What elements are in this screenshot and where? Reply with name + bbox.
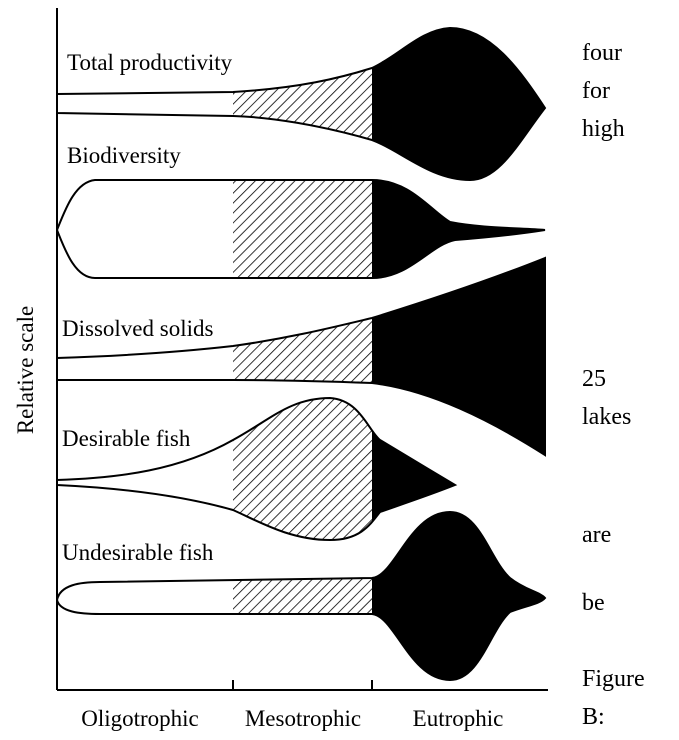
side-text: Figure bbox=[582, 666, 645, 692]
side-text: 25 bbox=[582, 366, 606, 392]
side-text: lakes bbox=[582, 404, 631, 430]
side-text: for bbox=[582, 78, 610, 104]
category-label: Oligotrophic bbox=[81, 706, 199, 731]
row-label: Undesirable fish bbox=[62, 540, 214, 565]
side-text: B: bbox=[582, 704, 605, 730]
axis-label: Relative scale bbox=[13, 306, 38, 434]
row-label: Total productivity bbox=[67, 50, 233, 75]
axes bbox=[56, 8, 548, 691]
category-label: Mesotrophic bbox=[245, 706, 361, 731]
side-text: high bbox=[582, 116, 625, 142]
side-text: be bbox=[582, 590, 605, 616]
side-text: four bbox=[582, 40, 622, 66]
side-text: are bbox=[582, 522, 611, 548]
row-label: Desirable fish bbox=[62, 426, 191, 451]
zone-fill bbox=[57, 180, 233, 278]
row-label: Biodiversity bbox=[67, 143, 181, 168]
category-label: Eutrophic bbox=[413, 706, 504, 731]
row-label: Dissolved solids bbox=[62, 316, 213, 341]
zone-fill bbox=[233, 180, 372, 278]
profile-shapes bbox=[56, 27, 546, 681]
